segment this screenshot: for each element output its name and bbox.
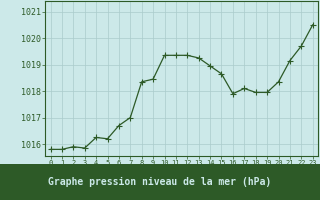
Text: Graphe pression niveau de la mer (hPa): Graphe pression niveau de la mer (hPa) — [48, 177, 272, 187]
